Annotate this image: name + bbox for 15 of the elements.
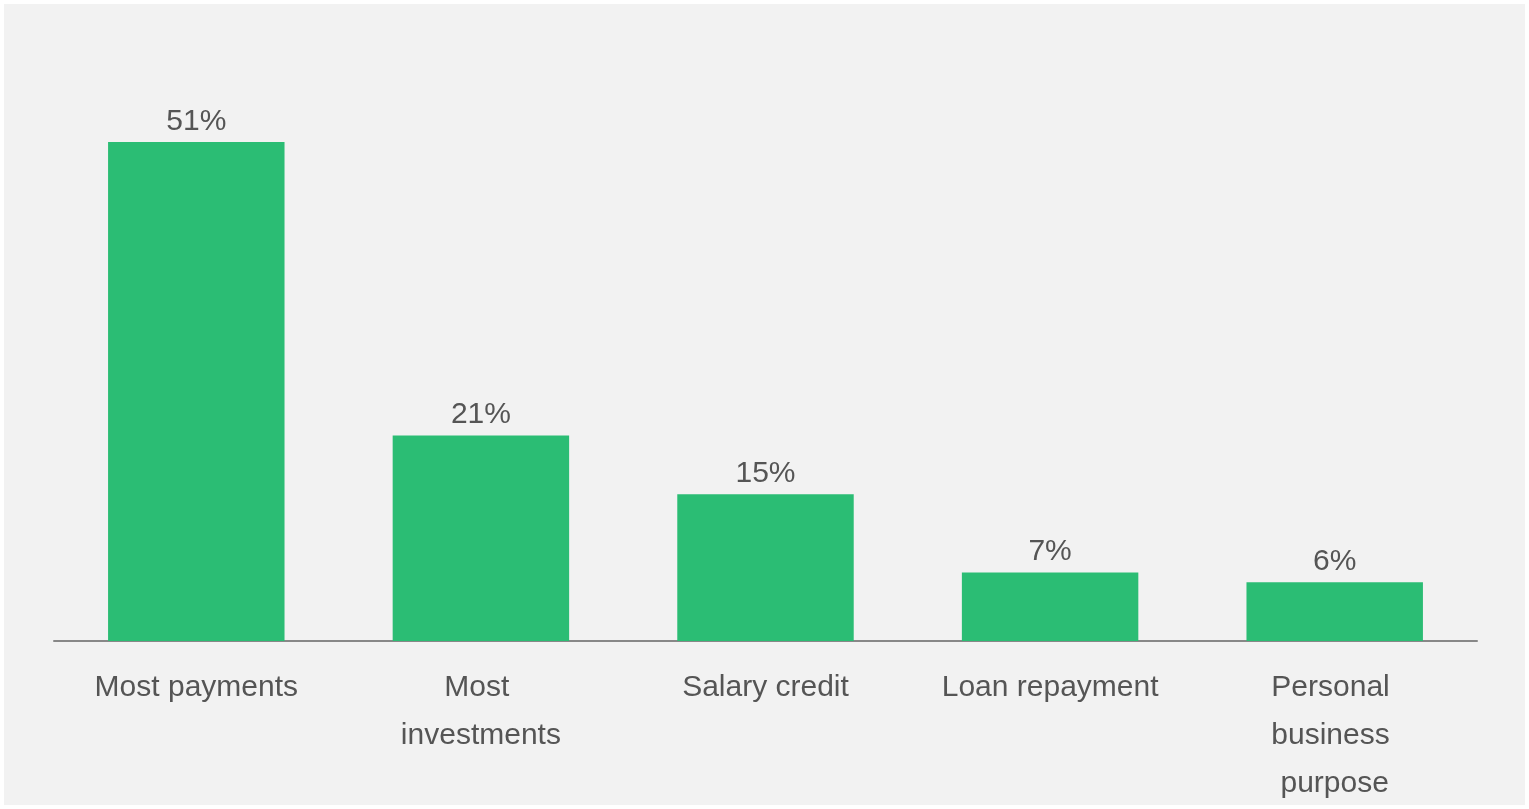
bar [961, 572, 1139, 641]
x-tick-label: Most payments [94, 668, 299, 702]
x-tick-label: Loan repayment [941, 668, 1160, 702]
data-label: 21% [450, 396, 511, 430]
data-label: 6% [1313, 542, 1357, 576]
data-label: 7% [1028, 533, 1072, 567]
x-tick-label: Salary credit [682, 668, 850, 702]
x-tick-label: Personal business purpose [1271, 668, 1399, 798]
x-tick-label: Most investments [400, 668, 561, 750]
bar [108, 142, 285, 641]
data-label: 15% [735, 454, 796, 488]
data-label: 51% [166, 102, 227, 136]
bar [677, 494, 854, 641]
bar [1246, 582, 1423, 641]
bar [392, 435, 570, 641]
